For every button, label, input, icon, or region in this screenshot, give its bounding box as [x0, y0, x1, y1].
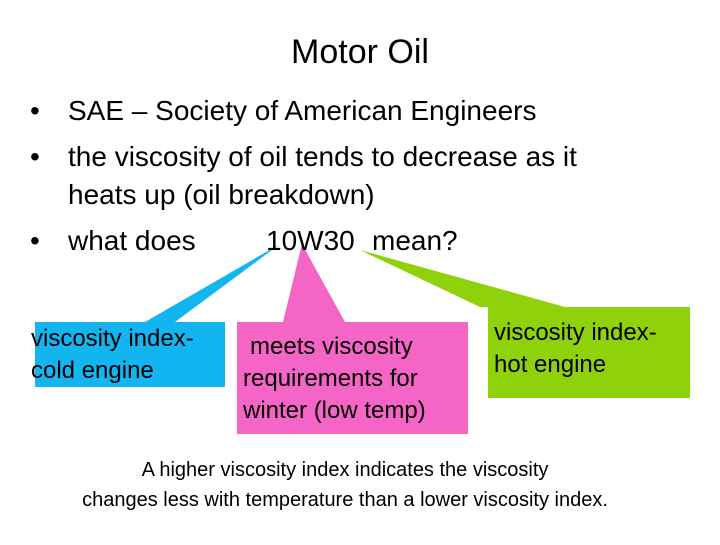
bullet-text: 10W30	[266, 225, 355, 256]
bullet-mark: •	[30, 95, 40, 126]
title: Motor Oil	[291, 33, 429, 71]
footer-text: changes less with temperature than a low…	[82, 489, 608, 511]
callout-text: viscosity index-	[31, 325, 194, 352]
callout-text: requirements for	[243, 365, 418, 392]
callout-shape-winter	[237, 244, 468, 434]
callout-shape-hot	[360, 250, 690, 398]
bullet-text: SAE – Society of American Engineers	[68, 95, 536, 126]
callout-text: viscosity index-	[494, 319, 657, 346]
bullet-mark: •	[30, 141, 40, 172]
bullet-text: the viscosity of oil tends to decrease a…	[68, 141, 577, 172]
bullet-text: heats up (oil breakdown)	[68, 179, 375, 210]
bullet-mark: •	[30, 225, 40, 256]
callout-box-cold	[35, 322, 225, 387]
callout-text: hot engine	[494, 351, 606, 378]
callout-text: winter (low temp)	[242, 397, 426, 424]
callout-text: cold engine	[31, 357, 154, 384]
callout-text: meets viscosity	[250, 333, 413, 360]
bullet-text: mean?	[372, 225, 458, 256]
footer-text: A higher viscosity index indicates the v…	[142, 459, 549, 481]
bullet-text: what does	[67, 225, 196, 256]
